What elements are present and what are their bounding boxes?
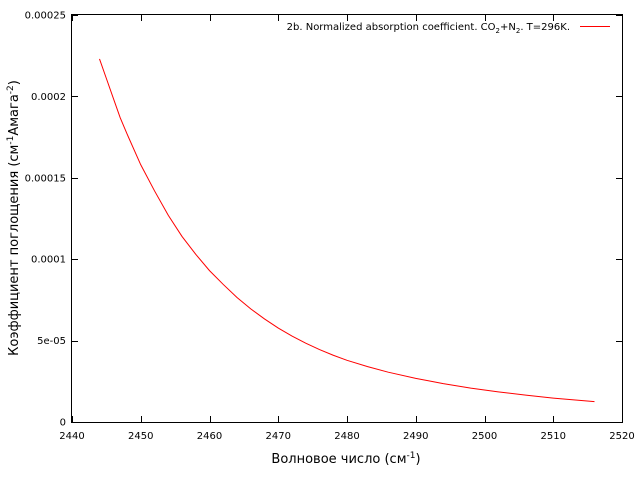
y-tick-label: 5e-05 [37, 336, 66, 347]
plot-frame [71, 14, 623, 423]
legend: 2b. Normalized absorption coefficient. C… [287, 22, 610, 35]
x-tick-label: 2510 [541, 431, 566, 442]
legend-entry: 2b. Normalized absorption coefficient. C… [287, 22, 570, 35]
x-tick-label: 2470 [266, 431, 291, 442]
x-tick-label: 2500 [472, 431, 497, 442]
x-tick-label: 2460 [197, 431, 222, 442]
x-axis-title: Волновое число (см-1) [271, 451, 420, 467]
y-axis-title: Коэффициент поглощения (см-1Амага-2) [6, 80, 22, 356]
x-tick-label: 2450 [128, 431, 153, 442]
x-tick-label: 2520 [609, 431, 634, 442]
y-tick-label: 0.0001 [31, 255, 66, 266]
x-tick-label: 2490 [403, 431, 428, 442]
y-tick-label: 0 [60, 418, 66, 429]
y-tick-label: 0.0002 [31, 92, 66, 103]
series-line [99, 58, 595, 403]
y-tick-label: 0.00025 [25, 11, 66, 22]
y-tick-label: 0.00015 [25, 173, 66, 184]
x-ticks: 2440 2450 2460 2470 2480 2490 2500 2510 2520 [59, 15, 635, 442]
x-tick-label: 2440 [59, 431, 84, 442]
x-tick-label: 2480 [334, 431, 359, 442]
y-ticks: 0 5e-05 0.0001 0.00015 0.0002 0.00025 [25, 11, 622, 429]
